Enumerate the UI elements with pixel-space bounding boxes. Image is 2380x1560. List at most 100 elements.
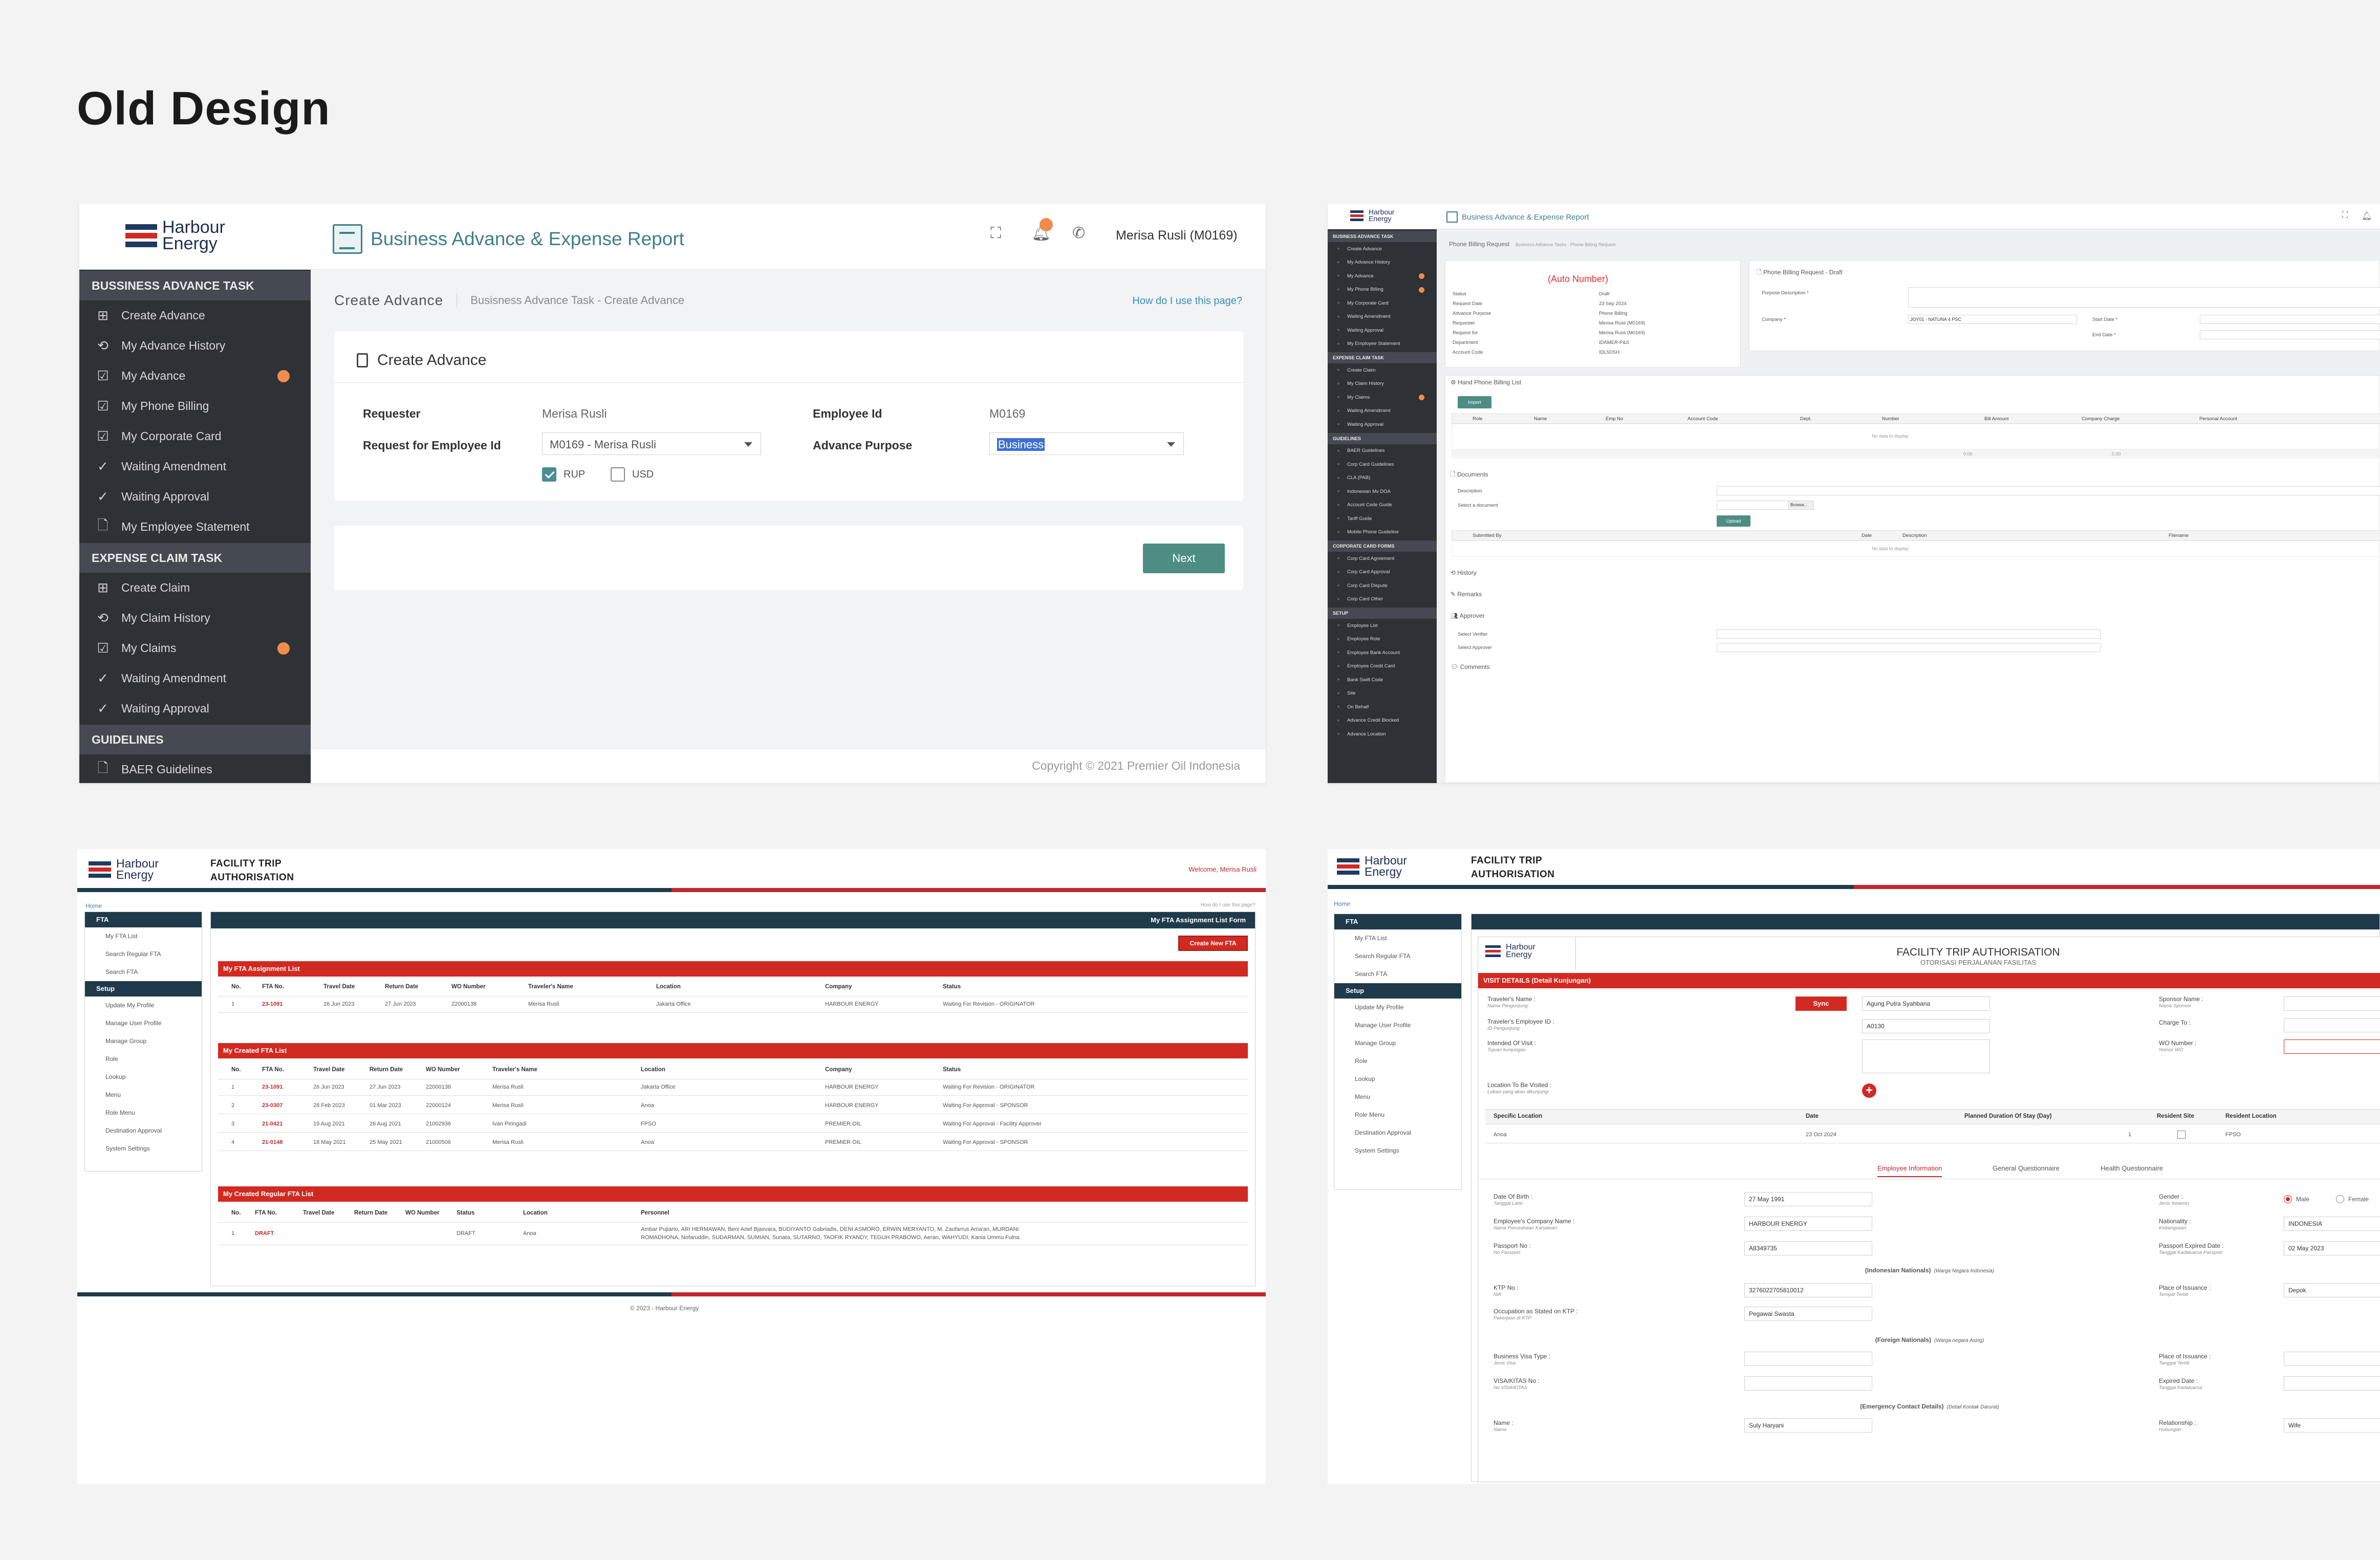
harbour-energy-logo[interactable]: Harbour Energy [1350, 208, 1395, 223]
side-menu-item[interactable]: Menu [105, 1091, 121, 1098]
column-header[interactable]: Return Date [385, 984, 419, 990]
user-name[interactable]: Merisa Rusli (M0169) [1116, 228, 1238, 243]
column-header[interactable]: Bill Amount [1984, 416, 2009, 422]
side-menu-item[interactable]: Role Menu [105, 1109, 136, 1116]
rup-checkbox[interactable]: RUP [542, 467, 585, 482]
sidebar-item[interactable]: ▫ Corp Card Approval [1328, 566, 1437, 579]
sidebar-item[interactable]: ▫ My Employee Statement [1328, 337, 1437, 351]
column-header[interactable]: FTA No. [262, 1067, 284, 1073]
side-menu-header[interactable]: FTA [1334, 914, 1461, 929]
wo-number-input[interactable] [2284, 1039, 2380, 1054]
sidebar-item[interactable]: ▫ Waiting Approval [1328, 418, 1437, 431]
side-menu-header[interactable]: Setup [1334, 983, 1461, 999]
sidebar-item[interactable]: ▫ Employee Credit Card [1328, 660, 1437, 674]
bell-icon[interactable]: 🔔︎ [1031, 218, 1053, 242]
side-menu-item[interactable]: My FTA List [105, 933, 138, 940]
female-radio[interactable]: Female [2336, 1195, 2369, 1203]
column-header[interactable]: Status [457, 1210, 475, 1216]
side-menu-item[interactable]: Search FTA [105, 968, 138, 976]
employee-id-input[interactable]: A0130 [1862, 1019, 1990, 1033]
sidebar-item[interactable]: ▫ Site [1328, 687, 1437, 701]
nationality-input[interactable]: INDONESIA [2284, 1217, 2380, 1231]
add-location-icon[interactable]: + [1862, 1084, 1876, 1098]
sidebar-item[interactable]: ▫ My Advance [1328, 269, 1437, 283]
column-header[interactable]: Travel Date [323, 984, 355, 990]
column-header[interactable]: Description [1902, 533, 1927, 538]
side-menu-item[interactable]: Lookup [1355, 1075, 1375, 1082]
harbour-energy-logo[interactable]: Harbour Energy [89, 858, 159, 881]
sidebar-item[interactable]: ✓ Waiting Amendment [79, 451, 311, 482]
side-menu-item[interactable]: Manage User Profile [1355, 1022, 1411, 1029]
relationship-input[interactable]: Wife [2284, 1418, 2380, 1433]
sidebar-item[interactable]: ▫ Corp Card Other [1328, 593, 1437, 606]
side-menu-item[interactable]: System Settings [1355, 1147, 1399, 1154]
sidebar-item[interactable]: ▫ Waiting Approval [1328, 323, 1437, 337]
column-header[interactable]: No. [231, 984, 241, 990]
sidebar-item[interactable]: 🗋 My Employee Statement [79, 512, 311, 542]
advance-purpose-select[interactable]: Business [989, 432, 1184, 455]
resident-site-checkbox[interactable] [2177, 1131, 2186, 1139]
usd-checkbox[interactable]: USD [611, 467, 654, 482]
column-header[interactable]: Location [656, 984, 681, 990]
column-header[interactable]: Dept. [1800, 416, 1812, 422]
sidebar-item[interactable]: ▫ Mobile Phone Guideline [1328, 526, 1437, 539]
tab-general-questionnaire[interactable]: General Questionnaire [1993, 1164, 2060, 1172]
visa-number-input[interactable] [1744, 1376, 1872, 1391]
sidebar-item[interactable]: ▫ Bank Swift Code [1328, 673, 1437, 687]
import-button[interactable]: Import [1458, 396, 1491, 408]
side-menu-item[interactable]: Lookup [105, 1073, 126, 1080]
sidebar-item[interactable]: ▫ My Claim History [1328, 377, 1437, 391]
foreign-place-of-issuance-input[interactable] [2284, 1352, 2380, 1366]
column-header[interactable]: No. [231, 1067, 241, 1073]
column-header[interactable]: Travel Date [313, 1067, 345, 1073]
column-header[interactable]: FTA No. [262, 984, 284, 990]
breadcrumb-path[interactable]: Busisness Advance Task - Create Advance [470, 294, 685, 307]
place-of-issuance-input[interactable]: Depok [2284, 1283, 2380, 1297]
sidebar-item[interactable]: ⊞ Create Advance [79, 300, 311, 331]
browse-button[interactable]: Browse... [1788, 501, 1814, 510]
side-menu-header[interactable]: Setup [85, 981, 202, 996]
sidebar-item[interactable]: ⊞ Create Claim [79, 573, 311, 603]
sidebar-item[interactable]: ▫ Create Claim [1328, 363, 1437, 377]
request-for-select[interactable]: M0169 - Merisa Rusli [542, 432, 761, 455]
column-header[interactable]: Travel Date [303, 1210, 335, 1216]
column-header[interactable]: WO Number [426, 1067, 460, 1073]
sidebar-item[interactable]: ▫ Corp Card Guidelines [1328, 458, 1437, 471]
side-menu-item[interactable]: Role Menu [1355, 1111, 1385, 1118]
comments-title[interactable]: Comments [1460, 663, 1490, 670]
tab-employee-information[interactable]: Employee Information [1877, 1164, 1942, 1177]
company-name-input[interactable]: HARBOUR ENERGY [1744, 1217, 1872, 1231]
side-menu-item[interactable]: Menu [1355, 1093, 1371, 1100]
column-header[interactable]: Return Date [370, 1067, 403, 1073]
column-header[interactable]: Personnel [641, 1210, 669, 1216]
next-button[interactable]: Next [1143, 544, 1225, 573]
bell-icon[interactable]: 🔔︎ [2362, 212, 2372, 221]
column-header[interactable]: Traveler's Name [528, 984, 573, 990]
phone-icon[interactable]: ✆ [1072, 225, 1086, 242]
sidebar-item[interactable]: ▫ On Behalf [1328, 700, 1437, 714]
column-header[interactable]: Account Code [1687, 416, 1718, 422]
sidebar-item[interactable]: ▫ Advance Location [1328, 727, 1437, 741]
end-date-input[interactable] [2200, 330, 2380, 339]
sidebar-item[interactable]: ▫ My Advance History [1328, 256, 1437, 270]
sidebar-item[interactable]: ✓ Waiting Approval [79, 482, 311, 512]
sponsor-name-input[interactable] [2284, 996, 2380, 1011]
sidebar-item[interactable]: ☑ My Claims [79, 633, 311, 663]
side-menu-header[interactable]: FTA [85, 912, 202, 927]
help-link[interactable]: How do I use this page? [1132, 295, 1242, 307]
expired-date-select[interactable] [2284, 1376, 2380, 1391]
side-menu-item[interactable]: Search Regular FTA [105, 950, 161, 958]
sidebar-item[interactable]: ✓ Waiting Amendment [79, 663, 311, 694]
column-header[interactable]: Name [1534, 416, 1547, 422]
sidebar-item[interactable]: 🗋 BAER Guidelines [79, 754, 311, 783]
column-header[interactable]: Traveler's Name [492, 1067, 537, 1073]
fta-number-link[interactable]: 21-0148 [262, 1139, 283, 1145]
side-menu-item[interactable]: Update My Profile [1355, 1004, 1404, 1011]
column-header[interactable]: Return Date [354, 1210, 388, 1216]
sidebar-item[interactable]: ⟲ My Claim History [79, 603, 311, 633]
sidebar-item[interactable]: ▫ Waiting Amendment [1328, 310, 1437, 324]
sidebar-item[interactable]: ▫ Employee List [1328, 619, 1437, 633]
sidebar-item[interactable]: ▫ My Claims [1328, 391, 1437, 404]
sidebar-item[interactable]: ▫ Create Advance [1328, 242, 1437, 256]
side-menu-item[interactable]: Manage Group [105, 1037, 147, 1045]
